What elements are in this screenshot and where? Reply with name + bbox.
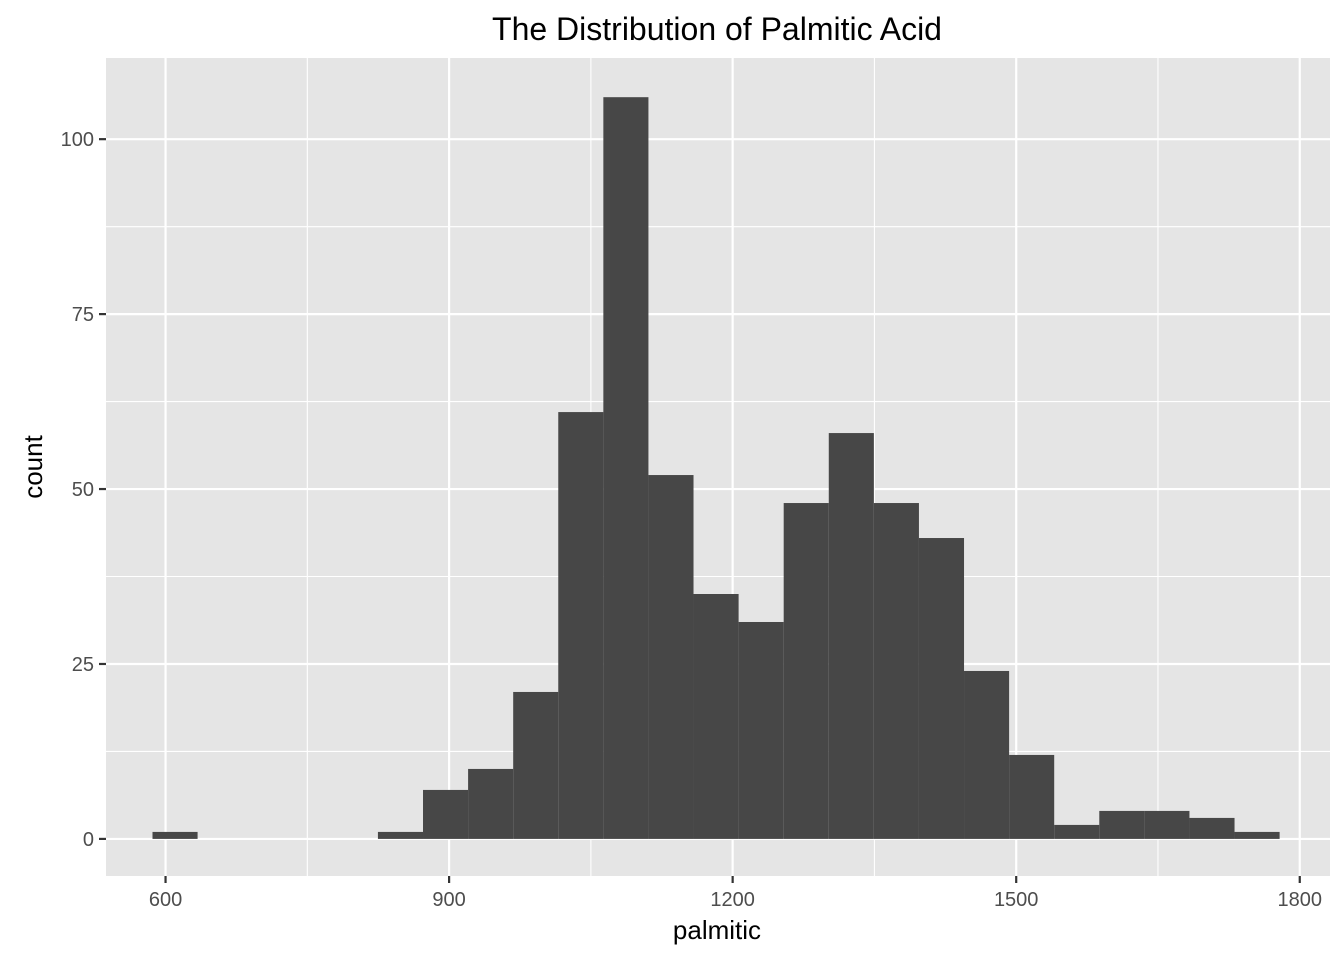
y-tick-label: 50 <box>72 479 94 501</box>
histogram-bar <box>648 475 694 839</box>
histogram-bar <box>918 538 965 839</box>
x-tick-label: 1800 <box>1278 889 1323 911</box>
x-tick-label: 1200 <box>710 889 755 911</box>
y-tick-label: 25 <box>72 654 94 676</box>
histogram-bar <box>1189 817 1235 839</box>
histogram-bar <box>873 503 919 839</box>
histogram-bar <box>964 670 1010 839</box>
x-axis-title: palmitic <box>673 915 761 945</box>
x-tick-label: 600 <box>149 889 182 911</box>
y-axis: 0 25 50 75 100 <box>61 129 106 851</box>
histogram-bar <box>1009 754 1055 839</box>
x-tick-label: 1500 <box>994 889 1039 911</box>
y-tick-label: 75 <box>72 304 94 326</box>
x-axis: 600 900 1200 1500 1800 <box>149 876 1322 911</box>
histogram-bars <box>152 97 1280 839</box>
histogram-bar <box>828 433 874 839</box>
histogram-bar <box>603 97 649 839</box>
histogram-bar <box>377 831 424 839</box>
y-axis-title: count <box>18 434 48 498</box>
histogram-bar <box>693 594 739 839</box>
histogram-bar <box>1099 810 1145 839</box>
histogram-bar <box>738 621 784 839</box>
y-tick-label: 0 <box>83 829 94 851</box>
chart-title: The Distribution of Palmitic Acid <box>492 11 942 47</box>
histogram-bar <box>783 503 829 839</box>
histogram-bar <box>423 789 469 839</box>
histogram-bar <box>468 768 514 839</box>
histogram-bar <box>513 691 559 839</box>
y-tick-label: 100 <box>61 129 94 151</box>
x-tick-label: 900 <box>432 889 465 911</box>
histogram-bar <box>152 831 198 839</box>
histogram-bar <box>1234 831 1280 839</box>
histogram-bar <box>1054 824 1100 839</box>
histogram-bar <box>1144 810 1190 839</box>
histogram-bar <box>558 412 604 839</box>
